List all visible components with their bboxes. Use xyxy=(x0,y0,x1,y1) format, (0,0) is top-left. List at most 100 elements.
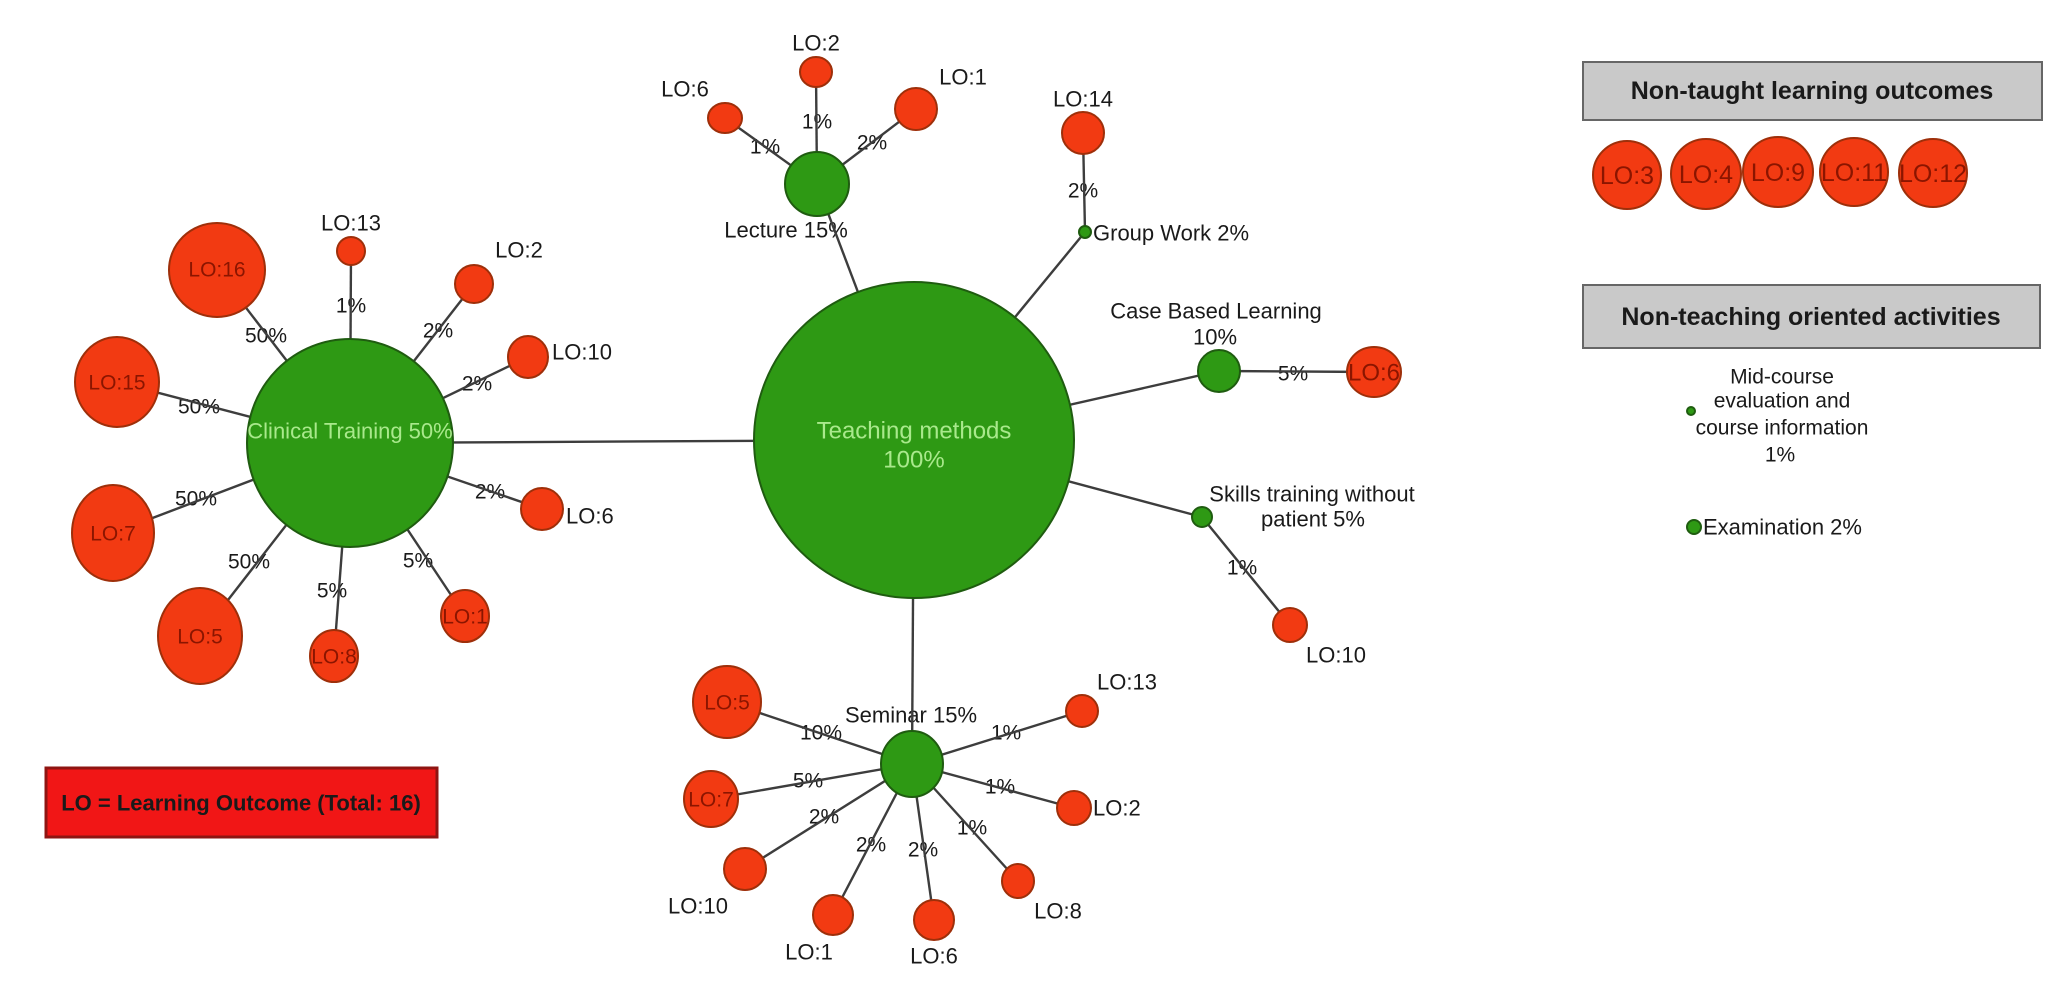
mid-course-line: course information xyxy=(1696,417,1869,440)
lo-label: LO:8 xyxy=(1034,899,1082,924)
mid-course-line: 1% xyxy=(1765,444,1795,467)
pct-label: 5% xyxy=(317,580,347,603)
lo-label: LO:14 xyxy=(1053,87,1113,112)
lo-node xyxy=(799,56,833,88)
lo-inside-label: LO:7 xyxy=(90,523,136,546)
legend-text: LO = Learning Outcome (Total: 16) xyxy=(61,791,421,816)
skills-label-line2: patient 5% xyxy=(1261,507,1365,532)
lo-node xyxy=(692,665,762,739)
pct-label: 2% xyxy=(856,834,886,857)
teaching-methods-label: Teaching methods xyxy=(817,418,1012,445)
lecture-node xyxy=(784,151,850,217)
lo-label: LO:2 xyxy=(1093,796,1141,821)
case-based-pct-label: 10% xyxy=(1193,325,1237,350)
lo-inside-label: LO:5 xyxy=(704,692,750,715)
lo-node xyxy=(454,264,494,304)
group-work-label: Group Work 2% xyxy=(1093,221,1249,246)
lo-label: LO:13 xyxy=(1097,670,1157,695)
non-taught-header-text: Non-taught learning outcomes xyxy=(1631,77,1994,105)
lo-node xyxy=(1346,346,1402,398)
lo-inside-label: LO:6 xyxy=(1348,360,1400,387)
lo-node xyxy=(1592,140,1662,210)
lo-inside-label: LO:15 xyxy=(88,372,145,395)
edge-line xyxy=(1201,516,1291,626)
lo-node xyxy=(1670,138,1742,210)
lo-label: LO:2 xyxy=(495,238,543,263)
skills-node xyxy=(1191,506,1213,528)
lo-node xyxy=(336,236,366,266)
lo-inside-label: LO:12 xyxy=(1899,160,1967,188)
lo-node xyxy=(1898,138,1968,208)
lo-label: LO:1 xyxy=(939,65,987,90)
legend-box xyxy=(44,766,439,839)
examination-dot xyxy=(1686,519,1702,535)
teaching-methods-node xyxy=(753,281,1075,599)
lo-node xyxy=(507,335,549,379)
lo-label: LO:6 xyxy=(910,944,958,969)
lo-inside-label: LO:9 xyxy=(1751,159,1805,187)
nodes xyxy=(71,56,1402,941)
lo-inside-label: LO:8 xyxy=(311,646,357,669)
pct-label: 50% xyxy=(245,325,287,348)
lo-node xyxy=(1001,863,1035,899)
examination-label: Examination 2% xyxy=(1703,515,1862,540)
non-teaching-header-box xyxy=(1582,284,2041,349)
pct-label: 5% xyxy=(1278,363,1308,386)
mid-course-line: Mid-course xyxy=(1730,366,1834,389)
lecture-label: Lecture 15% xyxy=(724,218,848,243)
lo-inside-label: LO:11 xyxy=(1821,159,1887,187)
mid-course-dot xyxy=(1686,406,1696,416)
non-taught-header-box xyxy=(1582,61,2043,121)
lo-inside-label: LO:3 xyxy=(1600,162,1654,190)
lo-inside-label: LO:16 xyxy=(188,259,245,282)
case-based-node xyxy=(1197,349,1241,393)
clinical-training-node xyxy=(246,338,454,548)
group-work-node xyxy=(1078,225,1092,239)
lo-node xyxy=(894,87,938,131)
edge-line xyxy=(744,762,913,871)
mid-course-line: evaluation and xyxy=(1714,390,1851,413)
pct-label: 1% xyxy=(991,722,1021,745)
lo-node xyxy=(1272,607,1308,643)
lo-node xyxy=(812,894,854,936)
lo-node xyxy=(440,589,490,643)
pct-label: 1% xyxy=(1227,557,1257,580)
lo-node xyxy=(707,102,743,134)
lo-inside-label: LO:1 xyxy=(442,606,488,629)
lo-node xyxy=(520,487,564,531)
non-taught-panel: Non-taught learning outcomes LO:3 LO:4 L… xyxy=(1582,61,2043,210)
lo-inside-label: LO:7 xyxy=(688,789,734,812)
lo-label: LO:6 xyxy=(661,77,709,102)
skills-label-line1: Skills training without xyxy=(1209,482,1414,507)
non-teaching-panel: Non-teaching oriented activities Mid-cou… xyxy=(1582,284,2041,540)
seminar-node xyxy=(880,730,944,798)
case-based-label: Case Based Learning xyxy=(1110,299,1322,324)
lo-node xyxy=(723,847,767,891)
lo-node xyxy=(157,587,243,685)
lo-label: LO:1 xyxy=(785,940,833,965)
seminar-label: Seminar 15% xyxy=(845,703,977,728)
lo-node xyxy=(74,336,160,428)
lo-label: LO:10 xyxy=(552,340,612,365)
lo-inside-label: LO:5 xyxy=(177,626,223,649)
lo-node xyxy=(1065,694,1099,728)
lo-node xyxy=(913,899,955,941)
lo-label: LO:10 xyxy=(1306,643,1366,668)
lo-node xyxy=(1819,137,1889,207)
edge-line xyxy=(710,762,913,801)
clinical-training-label: Clinical Training 50% xyxy=(247,419,452,444)
lo-node xyxy=(168,222,266,318)
lo-node xyxy=(1056,790,1092,826)
teaching-methods-pct: 100% xyxy=(883,447,944,474)
lo-node xyxy=(309,629,359,683)
non-teaching-header-text: Non-teaching oriented activities xyxy=(1621,303,2000,331)
lo-label: LO:10 xyxy=(668,894,728,919)
lo-label: LO:13 xyxy=(321,211,381,236)
lo-node xyxy=(683,770,739,828)
lo-inside-label: LO:4 xyxy=(1679,161,1733,189)
lo-node xyxy=(1742,136,1814,208)
legend: LO = Learning Outcome (Total: 16) xyxy=(44,766,439,839)
lo-node xyxy=(1061,111,1105,155)
